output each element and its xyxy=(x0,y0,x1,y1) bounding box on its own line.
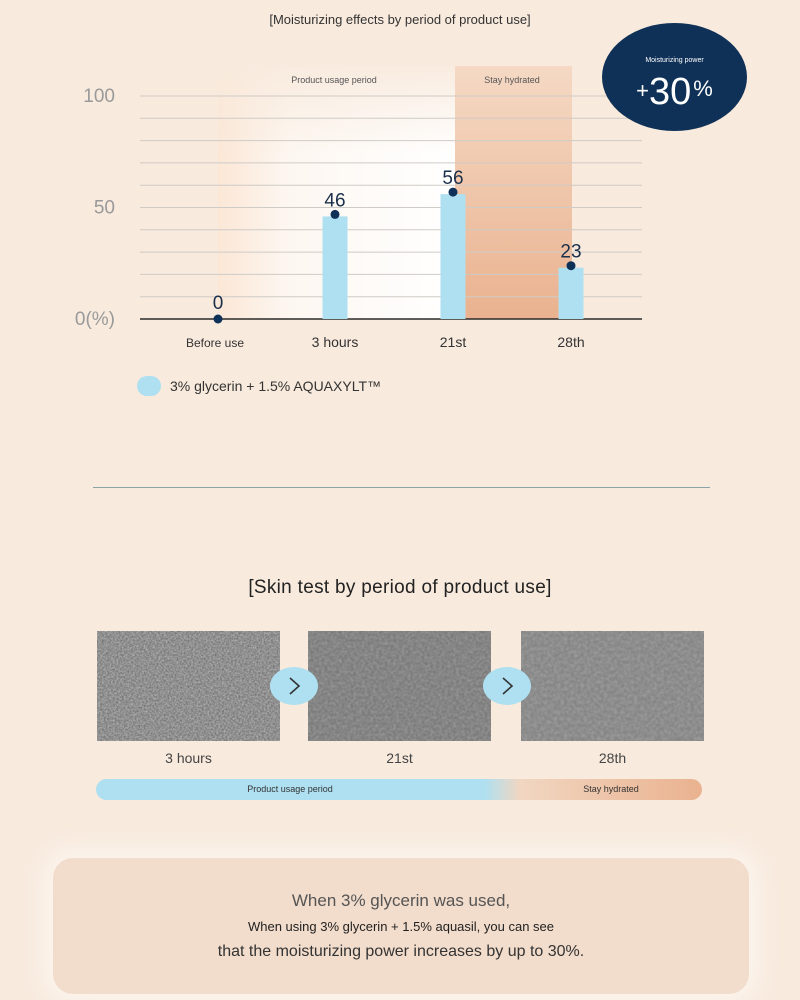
band-stay-hydrated xyxy=(455,66,572,319)
chevron-right-icon xyxy=(270,667,318,705)
summary-line-2: When using 3% glycerin + 1.5% aquasil, y… xyxy=(247,919,555,934)
y-tick-label: 50 xyxy=(94,198,115,219)
summary-line-1: When 3% glycerin was used, xyxy=(291,891,511,910)
summary-box: When 3% glycerin was used, When using 3%… xyxy=(53,858,749,994)
x-tick-label: 3 hours xyxy=(312,334,359,350)
period-bar-usage-label: Product usage period xyxy=(247,784,333,794)
x-tick-label: Before use xyxy=(186,336,244,350)
skin-image-3-hours xyxy=(97,631,280,741)
data-point xyxy=(213,314,223,324)
skin-test-title: [Skin test by period of product use] xyxy=(248,577,552,598)
chart-title: [Moisturizing effects by period of produ… xyxy=(269,12,531,27)
badge-label: Moisturizing power xyxy=(645,57,704,64)
data-point xyxy=(448,187,458,197)
data-label: 0 xyxy=(213,293,224,314)
section-divider xyxy=(93,487,710,488)
data-point xyxy=(566,261,576,271)
badge-unit: % xyxy=(693,76,713,101)
legend-swatch xyxy=(137,376,161,396)
skin-image-21st xyxy=(308,631,491,741)
x-tick-label: 28th xyxy=(557,334,584,350)
badge-number: 30 xyxy=(649,71,692,113)
band-label: Product usage period xyxy=(291,75,377,85)
skin-image-28th xyxy=(521,631,704,741)
period-bar-hydrated-label: Stay hydrated xyxy=(583,784,639,794)
data-label: 23 xyxy=(560,242,581,263)
skin-label-3-hours: 3 hours xyxy=(165,750,212,766)
bar xyxy=(558,267,584,319)
moisturizing-chart: Product usage period Stay hydrated 100 50 0(… xyxy=(75,66,642,350)
bar xyxy=(322,216,348,319)
y-tick-label: 100 xyxy=(83,86,115,107)
moisturizing-power-badge: Moisturizing power +30% xyxy=(602,23,747,131)
period-bar: Product usage period Stay hydrated xyxy=(96,779,702,800)
y-tick-label: 0(%) xyxy=(75,309,115,330)
chart-legend: 3% glycerin + 1.5% AQUAXYLT™ xyxy=(137,375,381,397)
bar xyxy=(440,194,466,319)
chevron-right-icon xyxy=(483,667,531,705)
legend-label: 3% glycerin + 1.5% AQUAXYLT™ xyxy=(170,378,381,394)
band-label: Stay hydrated xyxy=(484,75,540,85)
x-tick-label: 21st xyxy=(440,334,467,350)
data-label: 56 xyxy=(442,168,463,189)
skin-label-28th: 28th xyxy=(598,750,627,766)
summary-line-3: that the moisturizing power increases by… xyxy=(217,943,585,960)
badge-value: +30% xyxy=(602,69,747,120)
skin-label-21st: 21st xyxy=(386,750,413,766)
data-point xyxy=(330,209,340,219)
badge-plus: + xyxy=(636,78,649,103)
data-label: 46 xyxy=(324,190,345,211)
